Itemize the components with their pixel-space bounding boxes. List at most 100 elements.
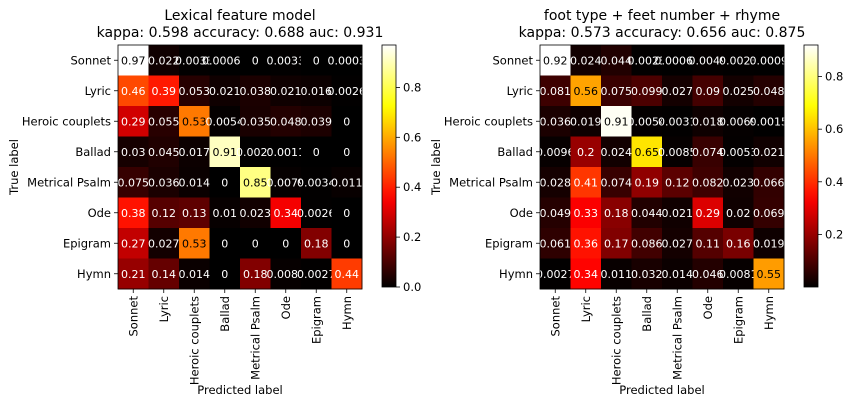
heatmap-cell: [723, 75, 754, 107]
cell-label: 0.0027: [297, 268, 336, 281]
cell-label: 0.0027: [536, 268, 575, 281]
cell-label: 0.29: [696, 207, 721, 220]
cell-label: 0.049: [540, 207, 572, 220]
heatmap-cell: [179, 75, 210, 107]
cell-label: 0.18: [243, 268, 268, 281]
cell-label: 0.39: [152, 85, 177, 98]
heatmap-cell: [331, 75, 363, 107]
heatmap-cell: [753, 75, 785, 107]
cell-label: 0.021: [753, 146, 785, 159]
heatmap-cell: [270, 75, 302, 107]
heatmap-cell: [662, 136, 693, 168]
colorbar-tick-label: 0.4: [403, 180, 421, 194]
heatmap-cell: [331, 45, 363, 76]
heatmap-cell: [631, 197, 663, 229]
heatmap-cell: [179, 197, 210, 229]
cell-label: 0.38: [121, 207, 146, 220]
heatmap-cell: [148, 106, 180, 137]
cell-label: 0.074: [601, 176, 633, 189]
heatmap-cell: [301, 136, 332, 168]
cell-label: 0.0096: [536, 146, 575, 159]
heatmap-cell: [631, 167, 663, 198]
cell-label: 0.075: [118, 176, 150, 189]
cell-label: 0.0034: [297, 176, 336, 189]
heatmap-cell: [570, 258, 602, 290]
heatmap-cell: [301, 258, 332, 290]
cell-label: 0.069: [753, 207, 785, 220]
cell-label: 0.082: [692, 176, 724, 189]
y-tick-label: Metrical Psalm: [449, 175, 533, 189]
cell-label: 0.91: [604, 115, 629, 128]
heatmap-cell: [240, 75, 271, 107]
cell-label: 0.038: [240, 85, 272, 98]
cell-label: 0.53: [182, 115, 207, 128]
cell-label: 0: [343, 146, 350, 159]
heatmap-cell: [540, 197, 571, 229]
y-tick-label: Epigram: [485, 236, 533, 250]
cell-label: 0.027: [148, 237, 180, 250]
cell-label: 0.56: [574, 85, 599, 98]
heatmap-cell: [240, 136, 271, 168]
chart-title: Lexical feature model: [164, 8, 315, 24]
cell-label: 0.061: [540, 237, 572, 250]
heatmap-cell: [209, 258, 241, 290]
x-tick-label: Heroic couplets: [187, 296, 201, 385]
cell-label: 0.2: [577, 146, 595, 159]
cell-label: 0.91: [213, 146, 238, 159]
cell-label: 0.0054: [628, 115, 667, 128]
cell-label: 0.046: [692, 268, 724, 281]
cell-label: 0.053: [179, 85, 211, 98]
heatmap-cell: [118, 197, 149, 229]
heatmap-cell: [601, 136, 632, 168]
heatmap-cell: [270, 197, 302, 229]
cell-label: 0.0081: [267, 268, 306, 281]
heatmap-cell: [148, 136, 180, 168]
cell-label: 0.00066: [655, 54, 701, 67]
heatmap-cell: [601, 45, 632, 76]
heatmap-cell: [692, 106, 724, 137]
heatmap-cell: [631, 228, 663, 259]
colorbar-tick-label: 0.8: [403, 80, 421, 94]
heatmap-cell: [209, 75, 241, 107]
cell-label: 0: [343, 237, 350, 250]
cell-label: 0: [221, 237, 228, 250]
cell-label: 0.066: [753, 176, 785, 189]
cell-label: 0.41: [574, 176, 599, 189]
heatmap-cell: [301, 228, 332, 259]
cell-label: 0.032: [631, 268, 663, 281]
heatmap-cell: [540, 106, 571, 137]
cell-label: 0.00066: [202, 54, 248, 67]
cell-label: 0.36: [574, 237, 599, 250]
cell-label: 0.081: [540, 85, 572, 98]
cell-label: 0.036: [148, 176, 180, 189]
y-tick-label: Ballad: [75, 145, 111, 159]
heatmap-cell: [540, 136, 571, 168]
colorbar: [803, 44, 819, 288]
cell-label: 0.44: [335, 268, 360, 281]
cell-label: 0: [282, 237, 289, 250]
cell-label: 0.039: [301, 115, 333, 128]
heatmap-cell: [753, 167, 785, 198]
cell-label: 0.0049: [689, 54, 728, 67]
cell-label: 0.022: [148, 54, 180, 67]
heatmap-cell: [118, 228, 149, 259]
cell-label: 0.18: [304, 237, 329, 250]
cell-label: 0.0033: [267, 54, 306, 67]
cell-label: 0.14: [152, 268, 177, 281]
heatmap-cell: [692, 45, 724, 76]
heatmap-cell: [270, 45, 302, 76]
cell-label: 0.0011: [267, 146, 306, 159]
colorbar-tick-label: 0.2: [825, 227, 843, 241]
heatmap-cell: [179, 167, 210, 198]
heatmap-cell: [331, 167, 363, 198]
heatmap-cell: [270, 258, 302, 290]
cell-label: 0.035: [240, 115, 272, 128]
x-tick-label: Metrical Psalm: [670, 296, 684, 380]
colorbar-tick-label: 0.4: [825, 175, 843, 189]
heatmap-cell: [540, 75, 571, 107]
cell-label: 0.12: [152, 207, 177, 220]
y-tick-label: Ode: [88, 206, 111, 220]
heatmap-cell: [148, 75, 180, 107]
